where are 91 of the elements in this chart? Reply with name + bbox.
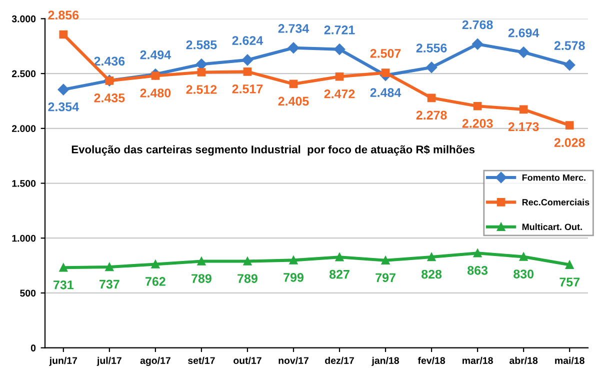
- point: [335, 72, 344, 81]
- y-tick-label: 3.000: [12, 15, 36, 22]
- data-label: 2.435: [94, 94, 125, 102]
- data-label: 2.556: [416, 44, 447, 52]
- point: [242, 54, 254, 66]
- y-tick-label: 1.000: [12, 234, 36, 242]
- y-tick-label: 2.000: [12, 125, 36, 132]
- point: [243, 68, 252, 76]
- data-label: 830: [514, 270, 534, 278]
- point: [565, 260, 574, 269]
- y-tick-label: 0: [30, 344, 36, 352]
- data-label: 2.734: [278, 24, 310, 33]
- x-tick-label: jul/17: [96, 356, 122, 366]
- point: [427, 252, 436, 262]
- point: [427, 94, 436, 102]
- point: [59, 263, 68, 272]
- point: [59, 30, 68, 39]
- data-label: 2.028: [554, 138, 585, 148]
- point: [564, 59, 576, 71]
- data-label: 2.694: [508, 28, 540, 38]
- point: [426, 62, 438, 74]
- point: [334, 44, 346, 55]
- y-tick-label: 1.500: [12, 180, 36, 187]
- data-label: 863: [468, 266, 488, 275]
- data-label: 2.856: [48, 10, 79, 20]
- data-label: 2.768: [462, 20, 493, 30]
- data-label: 2.278: [416, 110, 447, 120]
- data-label: 789: [238, 274, 258, 283]
- x-tick-label: abr/18: [510, 356, 538, 364]
- x-tick-label: mai/18: [555, 356, 584, 364]
- point: [151, 72, 160, 80]
- point: [289, 80, 298, 88]
- x-tick-label: ago/17: [140, 356, 170, 366]
- x-tick-label: out/17: [234, 356, 262, 364]
- data-label: 2.512: [186, 85, 217, 94]
- point: [197, 68, 206, 76]
- data-label: 731: [54, 280, 74, 290]
- point: [335, 252, 344, 262]
- point: [473, 248, 482, 258]
- data-label: 737: [100, 280, 120, 289]
- point: [472, 38, 484, 50]
- data-label: 2.517: [232, 84, 263, 94]
- data-label: 2.480: [140, 88, 171, 98]
- point: [381, 68, 390, 77]
- data-label: 827: [329, 270, 350, 279]
- y-tick-label: 2.500: [12, 70, 36, 78]
- data-label: 2.173: [508, 122, 539, 132]
- data-label: 762: [146, 277, 166, 286]
- data-label: 2.494: [140, 50, 172, 60]
- x-tick-label: fev/18: [418, 356, 446, 364]
- data-label: 757: [560, 278, 580, 286]
- point: [197, 257, 206, 266]
- data-label: 2.624: [232, 36, 264, 45]
- point: [519, 105, 528, 114]
- x-tick-label: jan/18: [372, 356, 400, 366]
- point: [289, 256, 298, 264]
- point: [519, 252, 528, 261]
- point: [196, 58, 208, 70]
- data-label: 2.721: [324, 25, 355, 34]
- data-label: 2.472: [324, 89, 355, 98]
- data-label: 2.585: [186, 40, 217, 50]
- data-label: 2.405: [278, 96, 309, 106]
- x-tick-label: dez/17: [325, 356, 354, 364]
- point: [518, 46, 530, 58]
- data-label: 797: [376, 273, 396, 282]
- x-tick-label: jun/17: [49, 356, 78, 366]
- x-tick-label: mar/18: [462, 356, 493, 364]
- point: [565, 121, 574, 130]
- data-label: 828: [422, 270, 442, 279]
- data-label: 2.436: [94, 56, 125, 66]
- legend-label: Fomento Merc.: [522, 174, 586, 181]
- data-label: 2.507: [370, 48, 401, 58]
- data-label: 2.484: [370, 88, 402, 97]
- data-label: 2.578: [554, 41, 585, 50]
- point: [58, 84, 70, 96]
- data-label: 799: [284, 272, 304, 282]
- point: [381, 256, 390, 265]
- x-tick-label: set/17: [188, 356, 215, 364]
- data-label: 2.354: [48, 102, 79, 112]
- point: [473, 102, 482, 110]
- legend-label: Multicart. Out.: [522, 223, 582, 230]
- legend-label: Rec.Comerciais: [522, 198, 590, 206]
- data-label: 789: [192, 274, 212, 283]
- text: Evolução das carteiras segmento Industrial por foco de atuação R$ milhões: [72, 145, 475, 156]
- point: [105, 262, 114, 272]
- point: [151, 260, 160, 268]
- data-label: 2.203: [462, 118, 493, 128]
- x-tick-label: nov/17: [278, 356, 308, 364]
- y-tick-label: 500: [20, 290, 36, 297]
- point: [288, 42, 300, 54]
- point: [243, 257, 252, 266]
